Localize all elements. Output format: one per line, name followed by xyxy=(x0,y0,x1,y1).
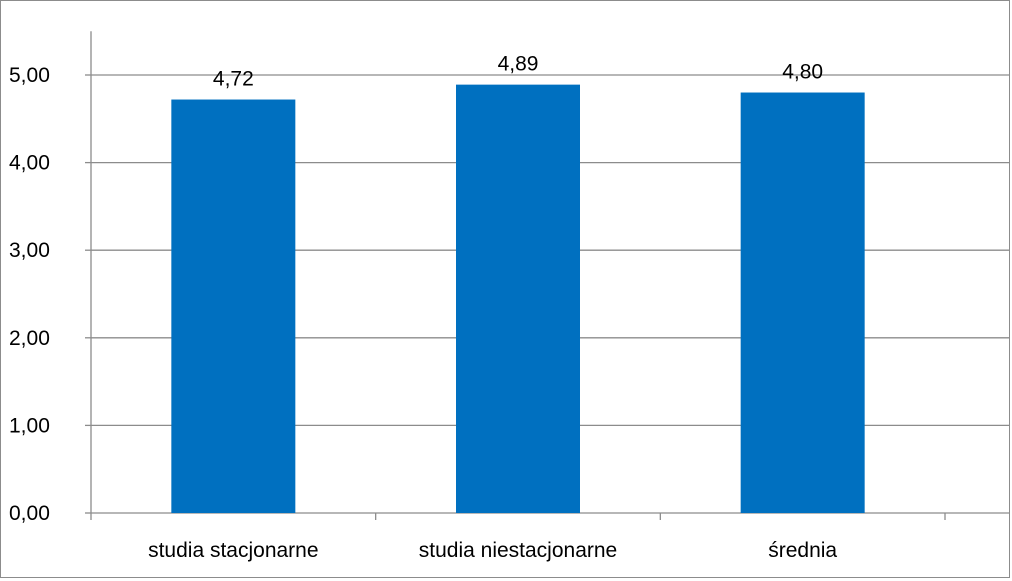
y-tick-label-0: 0,00 xyxy=(9,502,50,525)
data-label-2: 4,80 xyxy=(782,61,823,84)
data-label-0: 4,72 xyxy=(213,68,254,91)
x-category-label-2: średnia xyxy=(768,539,837,562)
y-tick-label-4: 4,00 xyxy=(9,152,50,175)
data-label-1: 4,89 xyxy=(498,53,539,76)
bar-2 xyxy=(740,92,865,514)
labels: 0,00 1,00 2,00 3,00 4,00 5,00 4,72 studia stacj… xyxy=(9,53,837,562)
x-category-label-0: studia stacjonarne xyxy=(148,539,318,562)
bar-0 xyxy=(171,99,296,513)
x-category-label-1: studia niestacjonarne xyxy=(419,539,617,562)
y-tick-label-3: 3,00 xyxy=(9,239,50,262)
y-tick-label-5: 5,00 xyxy=(9,64,50,87)
bar-1 xyxy=(456,84,580,514)
y-tick-label-1: 1,00 xyxy=(9,414,50,437)
y-tick-label-2: 2,00 xyxy=(9,327,50,350)
bars xyxy=(171,84,865,514)
